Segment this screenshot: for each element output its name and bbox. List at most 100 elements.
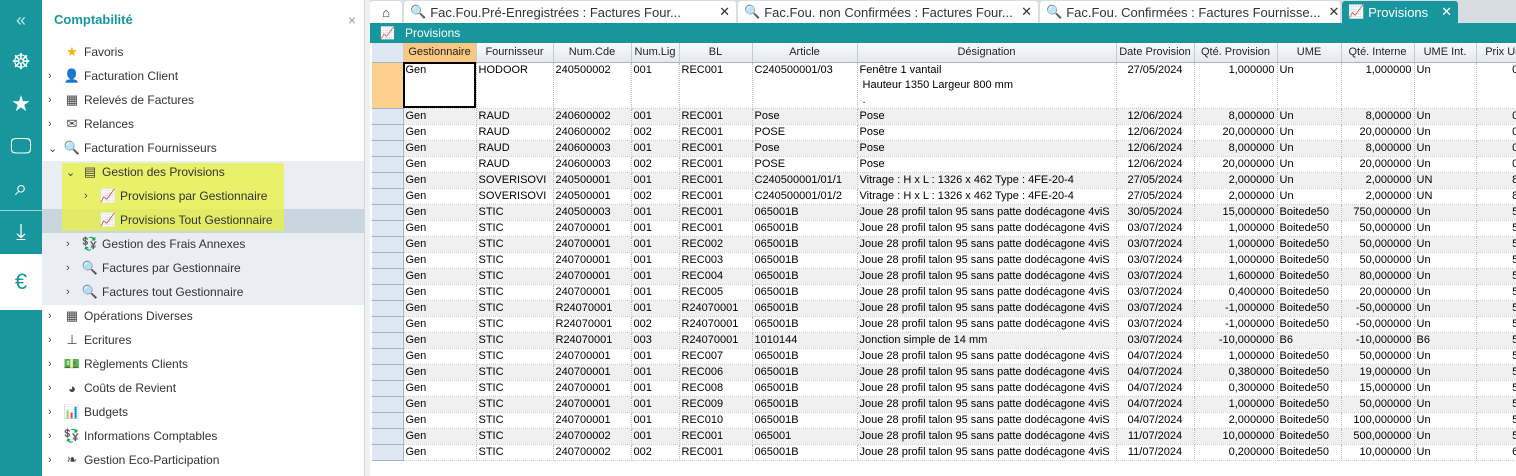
table-row[interactable]: Gen STIC R24070001 001 R24070001 065001B Joue … bbox=[372, 300, 1516, 317]
table-cell[interactable]: 240700001 bbox=[553, 348, 632, 365]
table-cell[interactable]: REC001 bbox=[679, 220, 753, 237]
table-cell[interactable]: REC001 bbox=[679, 108, 753, 125]
sidebar-item[interactable]: › ✉ Relances bbox=[48, 112, 134, 136]
column-header[interactable]: UME bbox=[1277, 43, 1342, 63]
table-cell[interactable]: UN bbox=[1414, 172, 1477, 189]
table-cell[interactable]: 5,20 bbox=[1476, 364, 1516, 381]
table-cell[interactable]: 2,000000 bbox=[1194, 172, 1278, 189]
table-cell[interactable]: Gen bbox=[403, 284, 477, 301]
table-cell[interactable]: Gen bbox=[403, 428, 477, 445]
table-cell[interactable]: 5,20 bbox=[1476, 252, 1516, 269]
sidebar-item[interactable]: › 💵 Règlements Clients bbox=[48, 352, 188, 376]
chevron-icon[interactable]: › bbox=[48, 358, 52, 370]
table-cell[interactable]: C240500001/03 bbox=[752, 62, 858, 109]
table-cell[interactable]: 001 bbox=[631, 300, 680, 317]
table-cell[interactable]: Vitrage : H x L : 1326 x 462 Type : 4FE-… bbox=[857, 172, 1117, 189]
sidebar-item[interactable]: › 📊 Budgets bbox=[48, 400, 128, 424]
table-cell[interactable]: Joue 28 profil talon 95 sans patte dodéc… bbox=[857, 316, 1117, 333]
table-cell[interactable]: REC001 bbox=[679, 124, 753, 141]
table-cell[interactable]: R24070001 bbox=[679, 300, 753, 317]
table-cell[interactable]: 2,000000 bbox=[1194, 188, 1278, 205]
table-cell[interactable]: 15,000000 bbox=[1194, 204, 1278, 221]
table-row[interactable]: Gen STIC 240700001 001 REC003 065001B Joue 28 … bbox=[372, 252, 1516, 269]
table-cell[interactable]: 001 bbox=[631, 364, 680, 381]
table-cell[interactable]: Boitede50 bbox=[1277, 220, 1342, 237]
table-cell[interactable]: 240700002 bbox=[553, 428, 632, 445]
table-cell[interactable]: 03/07/2024 bbox=[1116, 300, 1195, 317]
table-cell[interactable]: 065001B bbox=[752, 204, 858, 221]
table-cell[interactable]: 001 bbox=[631, 220, 680, 237]
table-cell[interactable]: REC008 bbox=[679, 380, 753, 397]
row-header[interactable] bbox=[372, 332, 404, 349]
row-header[interactable] bbox=[372, 316, 404, 333]
table-cell[interactable]: 11/07/2024 bbox=[1116, 444, 1195, 461]
table-cell[interactable]: 5,20 bbox=[1476, 268, 1516, 285]
table-cell[interactable]: REC001 bbox=[679, 172, 753, 189]
table-cell[interactable]: Gen bbox=[403, 316, 477, 333]
table-cell[interactable]: 03/07/2024 bbox=[1116, 332, 1195, 349]
table-row[interactable]: Gen STIC 240700002 001 REC001 065001 Joue 28 p… bbox=[372, 428, 1516, 445]
table-cell[interactable]: Gen bbox=[403, 348, 477, 365]
table-cell[interactable]: Un bbox=[1277, 108, 1342, 125]
table-cell[interactable]: Boitede50 bbox=[1277, 380, 1342, 397]
table-cell[interactable]: Un bbox=[1414, 380, 1477, 397]
table-cell[interactable]: 04/07/2024 bbox=[1116, 380, 1195, 397]
table-row[interactable]: Gen STIC 240700001 001 REC010 065001B Joue 28 … bbox=[372, 412, 1516, 429]
table-cell[interactable]: Joue 28 profil talon 95 sans patte dodéc… bbox=[857, 204, 1117, 221]
table-cell[interactable]: 001 bbox=[631, 428, 680, 445]
table-row[interactable]: Gen STIC 240700001 001 REC007 065001B Joue 28 … bbox=[372, 348, 1516, 365]
table-cell[interactable]: -10,000000 bbox=[1341, 332, 1415, 349]
table-cell[interactable]: Gen bbox=[403, 236, 477, 253]
table-cell[interactable]: 12/06/2024 bbox=[1116, 156, 1195, 173]
table-cell[interactable]: 240600003 bbox=[553, 140, 632, 157]
table-cell[interactable]: REC004 bbox=[679, 268, 753, 285]
table-cell[interactable]: STIC bbox=[476, 220, 554, 237]
table-cell[interactable]: 240700001 bbox=[553, 284, 632, 301]
row-header[interactable] bbox=[372, 204, 404, 221]
row-header[interactable] bbox=[372, 380, 404, 397]
table-cell[interactable]: 5,20 bbox=[1476, 412, 1516, 429]
column-header[interactable]: Désignation bbox=[857, 43, 1117, 63]
table-cell[interactable]: REC010 bbox=[679, 412, 753, 429]
table-cell[interactable]: 001 bbox=[631, 140, 680, 157]
table-cell[interactable]: Gen bbox=[403, 444, 477, 461]
table-cell[interactable]: 065001B bbox=[752, 364, 858, 381]
table-cell[interactable]: 065001B bbox=[752, 396, 858, 413]
table-cell[interactable]: -1,000000 bbox=[1194, 300, 1278, 317]
search-icon[interactable]: ⌕ bbox=[14, 175, 28, 200]
table-row[interactable]: Gen SOVERISOVI 240500001 002 REC001 C24050000… bbox=[372, 188, 1516, 205]
table-cell[interactable]: 80,000000 bbox=[1341, 268, 1415, 285]
table-cell[interactable]: UN bbox=[1414, 188, 1477, 205]
table-cell[interactable]: Un bbox=[1414, 396, 1477, 413]
tab[interactable]: 🔍 Fac.Fou. Confirmées : Factures Fourniss… bbox=[1040, 1, 1340, 23]
table-cell[interactable]: REC006 bbox=[679, 364, 753, 381]
table-cell[interactable]: R24070001 bbox=[553, 316, 632, 333]
table-cell[interactable]: 240700002 bbox=[553, 444, 632, 461]
sidebar-item[interactable]: › ⊥ Ecritures bbox=[48, 328, 131, 352]
table-cell[interactable]: Gen bbox=[403, 62, 477, 109]
chevron-icon[interactable]: › bbox=[48, 118, 52, 130]
column-header[interactable]: Qté. Provision bbox=[1194, 43, 1278, 63]
chevron-icon[interactable]: › bbox=[48, 430, 52, 442]
table-cell[interactable]: Vitrage : H x L : 1326 x 462 Type : 4FE-… bbox=[857, 188, 1117, 205]
sidebar-item[interactable]: › ❧ Gestion Eco-Participation bbox=[48, 448, 219, 472]
table-cell[interactable]: Un bbox=[1414, 156, 1477, 173]
chevron-icon[interactable]: › bbox=[48, 70, 52, 82]
table-row[interactable]: Gen RAUD 240600003 002 REC001 POSE Pose 12/06/2… bbox=[372, 156, 1516, 173]
table-cell[interactable]: Un bbox=[1414, 236, 1477, 253]
table-cell[interactable]: 1,000000 bbox=[1194, 252, 1278, 269]
table-row[interactable]: Gen STIC 240500003 001 REC001 065001B Joue 28 … bbox=[372, 204, 1516, 221]
chevron-icon[interactable]: › bbox=[48, 454, 52, 466]
table-cell[interactable]: Boitede50 bbox=[1277, 268, 1342, 285]
table-cell[interactable]: 240500003 bbox=[553, 204, 632, 221]
table-cell[interactable]: -10,000000 bbox=[1194, 332, 1278, 349]
table-row[interactable]: Gen STIC 240700001 001 REC004 065001B Joue 28 … bbox=[372, 268, 1516, 285]
table-cell[interactable]: Boitede50 bbox=[1277, 252, 1342, 269]
table-cell[interactable]: 065001B bbox=[752, 268, 858, 285]
table-cell[interactable]: RAUD bbox=[476, 156, 554, 173]
table-cell[interactable]: Jonction simple de 14 mm bbox=[857, 332, 1117, 349]
row-header[interactable] bbox=[372, 412, 404, 429]
table-cell[interactable]: 8,000000 bbox=[1194, 108, 1278, 125]
chevron-icon[interactable]: › bbox=[66, 262, 70, 274]
table-cell[interactable]: C240500001/01/1 bbox=[752, 172, 858, 189]
